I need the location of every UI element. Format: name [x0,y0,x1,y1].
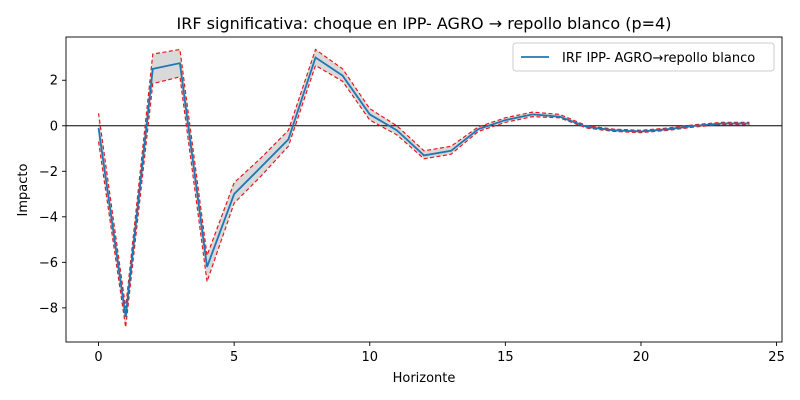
x-axis-ticks: 0 5 10 15 20 25 [94,342,785,365]
y-axis-ticks: −8 −6 −4 −2 0 2 [39,74,66,316]
y-tick-label: −4 [39,210,58,225]
chart-title: IRF significativa: choque en IPP- AGRO →… [177,14,672,33]
irf-line [97,56,750,318]
x-tick-label: 10 [361,350,378,365]
x-tick-label: 15 [497,350,514,365]
legend-label: IRF IPP- AGRO→repollo blanco [562,51,755,66]
legend: IRF IPP- AGRO→repollo blanco [512,42,775,72]
y-tick-label: 2 [50,74,58,89]
y-axis-label: Impacto [16,164,31,217]
y-tick-label: −2 [39,165,58,180]
x-tick-label: 0 [94,350,102,365]
confidence-band [98,49,750,328]
lower-band-line [97,64,750,328]
y-tick-label: 0 [50,119,58,134]
x-tick-label: 5 [230,350,238,365]
y-tick-label: −8 [39,301,58,316]
x-axis-label: Horizonte [393,371,456,386]
x-tick-label: 25 [768,350,785,365]
upper-band-line [97,48,750,308]
y-tick-label: −6 [39,256,58,271]
legend-box [512,42,775,72]
plot-frame [65,36,783,343]
plot-area [66,48,782,328]
x-tick-label: 20 [633,350,650,365]
